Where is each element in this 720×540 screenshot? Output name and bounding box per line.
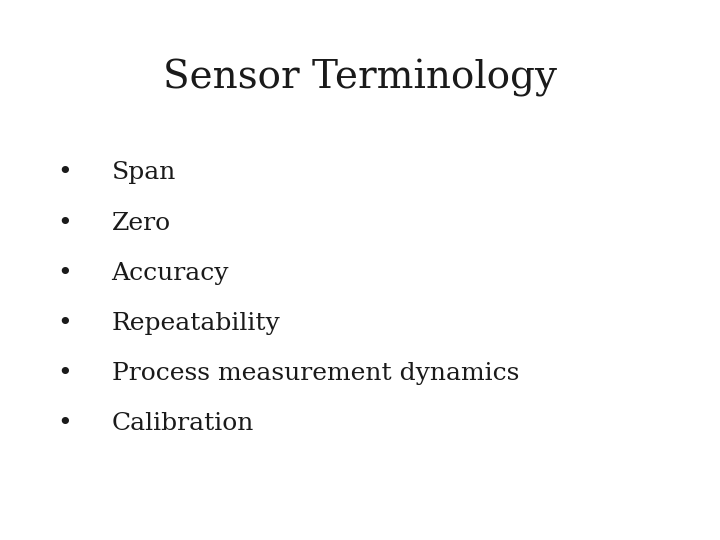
Text: Calibration: Calibration — [112, 413, 254, 435]
Text: •: • — [58, 413, 72, 435]
Text: Zero: Zero — [112, 212, 171, 234]
Text: •: • — [58, 212, 72, 234]
Text: Sensor Terminology: Sensor Terminology — [163, 59, 557, 97]
Text: Repeatability: Repeatability — [112, 312, 280, 335]
Text: •: • — [58, 362, 72, 385]
Text: Accuracy: Accuracy — [112, 262, 229, 285]
Text: Span: Span — [112, 161, 176, 184]
Text: •: • — [58, 161, 72, 184]
Text: Process measurement dynamics: Process measurement dynamics — [112, 362, 519, 385]
Text: •: • — [58, 262, 72, 285]
Text: •: • — [58, 312, 72, 335]
